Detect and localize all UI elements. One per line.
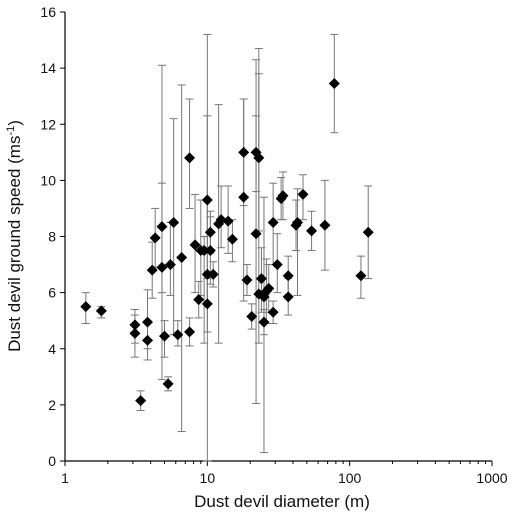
error-bar bbox=[293, 189, 301, 296]
data-point-diamond bbox=[129, 328, 140, 339]
data-point-diamond bbox=[268, 217, 279, 228]
data-point-diamond bbox=[147, 265, 158, 276]
data-point-diamond bbox=[205, 245, 216, 256]
data-point-diamond bbox=[283, 270, 294, 281]
y-axis-title-unit-exponent: -1 bbox=[5, 126, 17, 136]
data-point-diamond bbox=[283, 291, 294, 302]
data-point-diamond bbox=[202, 195, 213, 206]
x-axis-title: Dust devil diameter (m) bbox=[194, 492, 370, 511]
data-point-diamond bbox=[251, 228, 262, 239]
data-point-diamond bbox=[238, 147, 249, 158]
y-axis-title-main: Dust devil ground speed (ms bbox=[5, 136, 24, 352]
data-point-diamond bbox=[256, 273, 267, 284]
y-tick-label: 16 bbox=[40, 4, 56, 20]
x-tick-label: 1000 bbox=[476, 470, 507, 486]
y-tick-label: 8 bbox=[48, 229, 56, 245]
data-point-diamond bbox=[184, 326, 195, 337]
y-axis-title-close: ) bbox=[5, 120, 24, 126]
data-point-diamond bbox=[142, 317, 153, 328]
data-point-diamond bbox=[80, 301, 91, 312]
data-point-diamond bbox=[184, 152, 195, 163]
data-point-diamond bbox=[355, 270, 366, 281]
data-point-diamond bbox=[176, 252, 187, 263]
data-point-diamond bbox=[156, 262, 167, 273]
data-point-diamond bbox=[238, 192, 249, 203]
data-point-diamond bbox=[319, 220, 330, 231]
y-tick-label: 10 bbox=[40, 172, 56, 188]
data-point-diamond bbox=[165, 259, 176, 270]
data-point-diamond bbox=[329, 78, 340, 89]
x-axis-ticks: 1 10 100 1000 bbox=[61, 461, 508, 486]
y-axis-title: Dust devil ground speed (ms-1) bbox=[5, 120, 24, 352]
x-tick-label: 1 bbox=[61, 470, 69, 486]
data-point-diamond bbox=[363, 227, 374, 238]
data-point-diamond bbox=[258, 317, 269, 328]
y-tick-label: 6 bbox=[48, 285, 56, 301]
data-point-diamond bbox=[306, 225, 317, 236]
data-point-diamond bbox=[297, 189, 308, 200]
error-bars bbox=[82, 34, 372, 461]
data-markers bbox=[80, 78, 373, 406]
y-tick-label: 0 bbox=[48, 453, 56, 469]
data-point-diamond bbox=[168, 217, 179, 228]
data-point-diamond bbox=[159, 331, 170, 342]
data-point-diamond bbox=[135, 395, 146, 406]
y-axis-ticks: 0 2 4 6 8 10 12 14 16 bbox=[40, 4, 65, 469]
y-tick-label: 14 bbox=[40, 60, 56, 76]
y-tick-label: 4 bbox=[48, 341, 56, 357]
x-tick-label: 10 bbox=[200, 470, 216, 486]
data-point-diamond bbox=[142, 335, 153, 346]
plot-area bbox=[65, 12, 492, 461]
data-point-diamond bbox=[242, 274, 253, 285]
data-point-diamond bbox=[156, 221, 167, 232]
data-point-diamond bbox=[246, 311, 257, 322]
x-tick-label: 100 bbox=[338, 470, 362, 486]
data-point-diamond bbox=[268, 307, 279, 318]
y-tick-label: 12 bbox=[40, 116, 56, 132]
y-tick-label: 2 bbox=[48, 397, 56, 413]
